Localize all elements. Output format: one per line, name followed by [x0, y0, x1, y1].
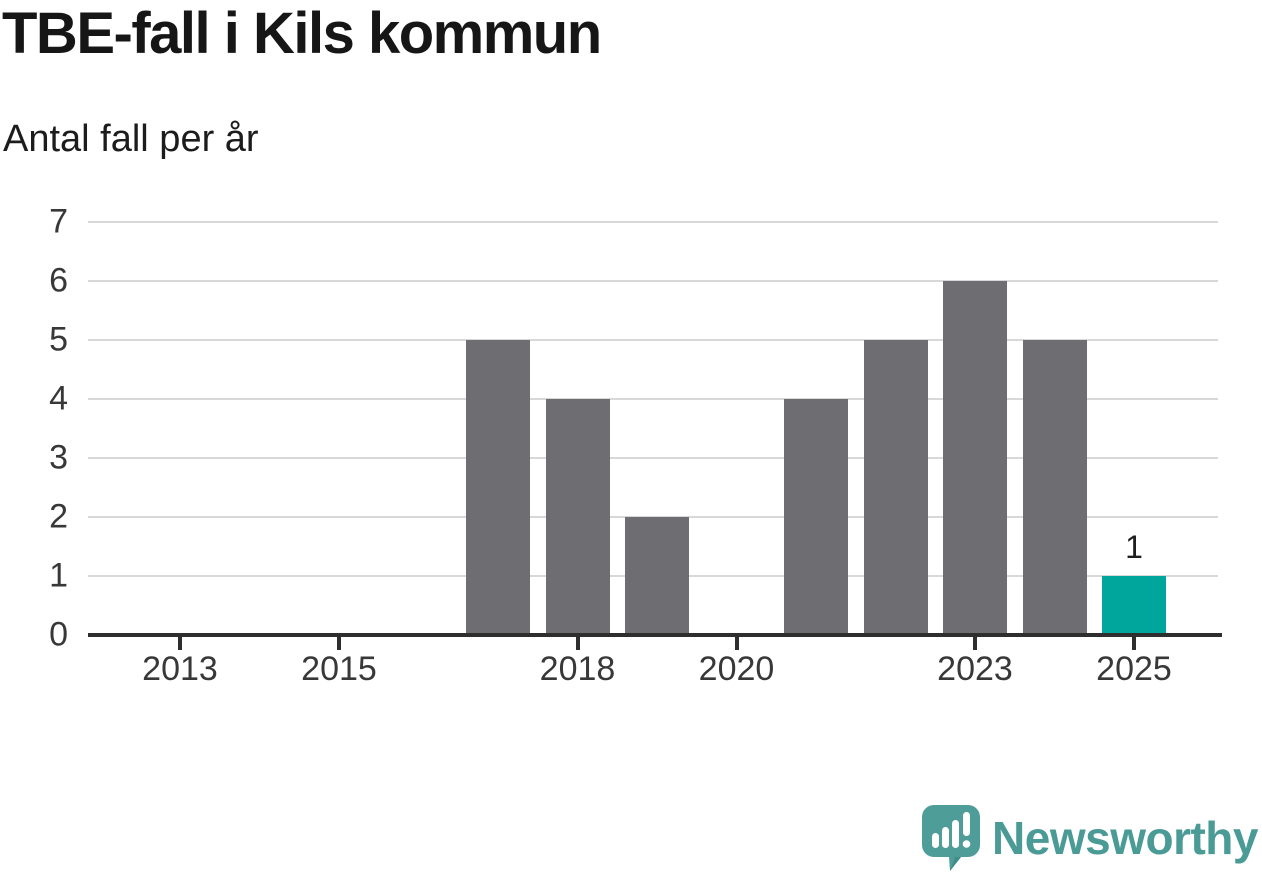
x-tick-2015	[337, 637, 341, 650]
x-tick-label-2013: 2013	[142, 650, 218, 688]
bar-2022	[863, 340, 928, 635]
y-tick-label-5: 5	[49, 320, 68, 359]
y-tick-label-2: 2	[49, 497, 68, 536]
newsworthy-brand[interactable]: Newsworthy	[922, 805, 1258, 871]
bar-2017	[466, 340, 530, 635]
x-tick-2025	[1132, 637, 1136, 650]
gridline-5	[88, 339, 1218, 341]
x-tick-label-2025: 2025	[1096, 650, 1172, 688]
gridline-6	[88, 280, 1218, 282]
x-tick-label-2020: 2020	[698, 650, 775, 688]
gridline-4	[88, 398, 1218, 400]
chart-subtitle: Antal fall per år	[3, 118, 259, 160]
bar-2025	[1102, 576, 1166, 635]
speech-bubble-shape	[922, 805, 981, 871]
x-tick-2013	[178, 637, 182, 650]
plot-area	[88, 221, 1218, 635]
gridline-7	[88, 221, 1218, 223]
y-tick-label-1: 1	[49, 556, 68, 595]
bar-2019	[625, 517, 689, 635]
speech-bubble-tail-shade	[950, 857, 962, 871]
bar-2018	[545, 399, 610, 635]
x-axis-line	[88, 633, 1222, 637]
y-tick-label-6: 6	[49, 261, 68, 300]
x-tick-2020	[734, 637, 739, 650]
bar-value-label-2025: 1	[1125, 529, 1143, 565]
newsworthy-brand-name[interactable]: Newsworthy	[992, 812, 1258, 864]
x-tick-2023	[973, 637, 977, 650]
x-tick-label-2023: 2023	[937, 650, 1013, 688]
newsworthy-logo-icon	[922, 805, 981, 871]
bar-2021	[784, 399, 848, 635]
y-tick-label-0: 0	[49, 615, 68, 654]
x-tick-2018	[575, 637, 580, 650]
y-tick-label-4: 4	[49, 379, 68, 418]
bar-2023	[943, 281, 1007, 635]
chart-title: TBE-fall i Kils kommun	[2, 1, 602, 66]
bar-chart-glyph	[932, 812, 971, 848]
y-tick-label-3: 3	[49, 438, 68, 477]
bar-2024	[1022, 340, 1087, 635]
x-tick-label-2018: 2018	[539, 650, 616, 688]
y-tick-label-7: 7	[49, 202, 68, 241]
gridline-3	[88, 457, 1218, 459]
x-tick-label-2015: 2015	[301, 650, 377, 688]
